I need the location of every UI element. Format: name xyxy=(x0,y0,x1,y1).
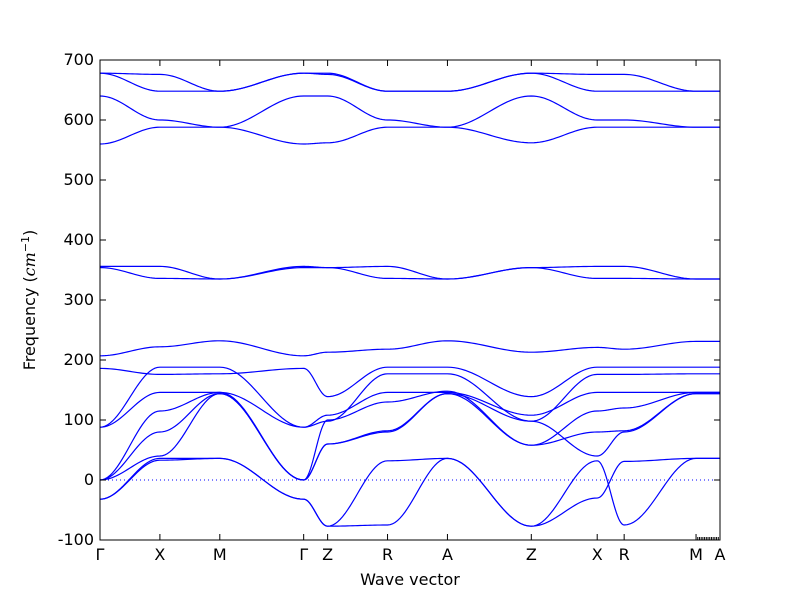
y-tick-label: -100 xyxy=(58,530,94,549)
band-4 xyxy=(99,126,720,145)
band-5 xyxy=(100,265,720,280)
band-6 xyxy=(99,266,720,280)
y-axis-title-text: Frequency ( xyxy=(20,276,39,370)
x-tick-label: A xyxy=(442,545,453,564)
band-8 xyxy=(99,366,720,398)
band-1 xyxy=(99,72,720,92)
x-tick-label: R xyxy=(382,545,393,564)
band-7 xyxy=(99,340,720,357)
y-axis-title-close: ) xyxy=(20,230,39,236)
x-tick-label: M xyxy=(689,545,703,564)
band-13 xyxy=(99,392,720,481)
y-tick-label: 300 xyxy=(63,290,94,309)
y-tick-label: 400 xyxy=(63,230,94,249)
y-tick-label: 0 xyxy=(84,470,94,489)
y-axis-title: Frequency (cm−1) xyxy=(19,230,40,371)
band-15 xyxy=(99,457,720,527)
plot-frame xyxy=(99,59,721,541)
high-symmetry-ticks xyxy=(99,60,721,540)
band-9 xyxy=(99,366,720,428)
y-tick-label: 700 xyxy=(63,50,94,69)
y-tick-label: 600 xyxy=(63,110,94,129)
x-tick-label: X xyxy=(154,545,165,564)
x-tick-label: M xyxy=(213,545,227,564)
band-2 xyxy=(99,72,720,92)
band-14 xyxy=(99,457,720,527)
x-tick-label: Z xyxy=(322,545,333,564)
band-12 xyxy=(99,392,720,481)
x-tick-label: Γ xyxy=(96,545,105,564)
x-axis-title: Wave vector xyxy=(360,570,460,589)
band-lines xyxy=(99,72,720,527)
band-3 xyxy=(99,95,720,128)
y-tick-label: 100 xyxy=(63,410,94,429)
y-axis-title-exp: −1 xyxy=(19,236,32,252)
y-axis-title-unit: cm xyxy=(20,252,39,276)
x-tick-label: Z xyxy=(526,545,537,564)
y-axis: -100 0 100 200 300 400 500 600 700 xyxy=(58,50,720,549)
band-11 xyxy=(99,390,720,481)
x-tick-label: R xyxy=(619,545,630,564)
x-tick-label: Γ xyxy=(299,545,308,564)
y-tick-label: 200 xyxy=(63,350,94,369)
x-tick-label: X xyxy=(592,545,603,564)
band-10 xyxy=(99,391,720,428)
y-tick-label: 500 xyxy=(63,170,94,189)
x-tick-label: A xyxy=(715,545,726,564)
